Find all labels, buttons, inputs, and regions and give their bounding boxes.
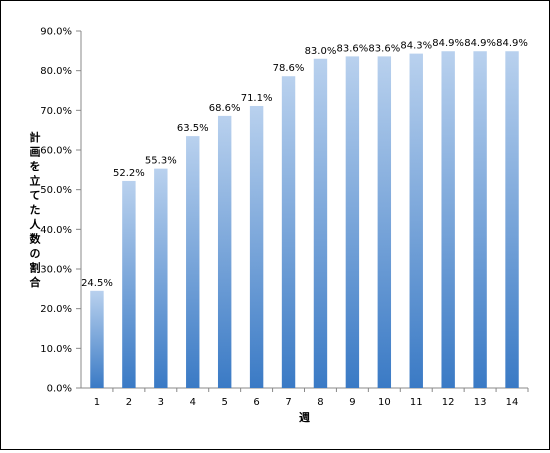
x-tick-label: 2: [126, 397, 132, 408]
bar-value-label: 84.3%: [400, 41, 432, 52]
x-tick-label: 7: [285, 397, 291, 408]
data-labels: 24.5% 52.2%55.3% 63.5%68.6%71.1% 78.6%83.0%…: [81, 38, 528, 289]
y-axis-title-char: 割: [30, 261, 41, 275]
y-axis-title-char: 立: [30, 174, 41, 188]
x-tick-label: 12: [442, 397, 455, 408]
bar-value-label: 84.9%: [464, 38, 496, 49]
x-axis-title: 週: [299, 410, 310, 424]
y-axis-title-char: を: [30, 160, 41, 173]
bar-value-label: 71.1%: [241, 93, 273, 104]
y-tick-label: 40.0%: [40, 225, 72, 236]
bar-value-label: 68.6%: [209, 103, 241, 114]
x-tick-label: 4: [190, 397, 196, 408]
bar-value-label: 63.5%: [177, 123, 209, 134]
bar: [409, 53, 423, 389]
x-tick-label: 5: [221, 397, 227, 408]
x-tick-label: 1: [94, 397, 100, 408]
bar: [186, 136, 200, 388]
bar-value-label: 83.0%: [305, 46, 337, 57]
y-axis-title-char: た: [30, 204, 41, 217]
bar-value-label: 52.2%: [113, 168, 145, 179]
bar: [217, 115, 232, 389]
bar-value-label: 84.9%: [432, 38, 464, 49]
y-tick-label: 10.0%: [40, 344, 72, 355]
axes: 0.0% 10.0% 20.0% 30.0% 40.0% 50.0% 60.0% 70.0% 8…: [40, 27, 529, 408]
x-tick-label: 8: [317, 397, 323, 408]
y-tick-label: 20.0%: [40, 304, 72, 315]
y-axis-title-char: て: [30, 189, 41, 202]
y-axis-title-char: 計: [30, 130, 41, 144]
bars: [90, 51, 519, 389]
x-tick-label: 11: [410, 397, 423, 408]
x-tick-label: 3: [158, 397, 164, 408]
bar: [249, 105, 264, 388]
bar: [473, 51, 487, 388]
bar: [313, 58, 328, 389]
bar: [154, 168, 168, 388]
bar-value-label: 84.9%: [496, 38, 528, 49]
x-tick-label: 14: [506, 397, 519, 408]
x-tick-label: 10: [378, 397, 391, 408]
y-tick-label: 80.0%: [40, 66, 72, 77]
bar: [377, 56, 392, 389]
y-axis-title-char: 数: [30, 232, 42, 246]
y-tick-label: 0.0%: [47, 384, 72, 395]
bar: [90, 290, 104, 388]
y-axis-title-char: 人: [30, 217, 42, 231]
bar: [281, 76, 296, 388]
bar-value-label: 83.6%: [368, 43, 400, 54]
y-tick-label: 70.0%: [40, 106, 72, 117]
x-tick-label: 9: [349, 397, 355, 408]
bar: [505, 51, 519, 388]
bar-value-label: 24.5%: [81, 278, 113, 289]
bar: [345, 56, 360, 389]
bar-value-label: 83.6%: [337, 43, 369, 54]
y-axis-title-char: の: [30, 247, 41, 260]
y-axis-title-char: 画: [30, 146, 41, 159]
bar: [122, 180, 136, 388]
bar: [441, 51, 455, 388]
y-tick-label: 60.0%: [40, 146, 72, 157]
x-tick-label: 13: [474, 397, 487, 408]
y-tick-label: 30.0%: [40, 265, 72, 276]
bar-value-label: 78.6%: [273, 63, 305, 74]
bar-value-label: 55.3%: [145, 156, 177, 167]
y-tick-label: 50.0%: [40, 185, 72, 196]
x-tick-label: 6: [253, 397, 259, 408]
y-axis-title-char: 合: [30, 275, 42, 289]
y-tick-label: 90.0%: [40, 27, 72, 38]
